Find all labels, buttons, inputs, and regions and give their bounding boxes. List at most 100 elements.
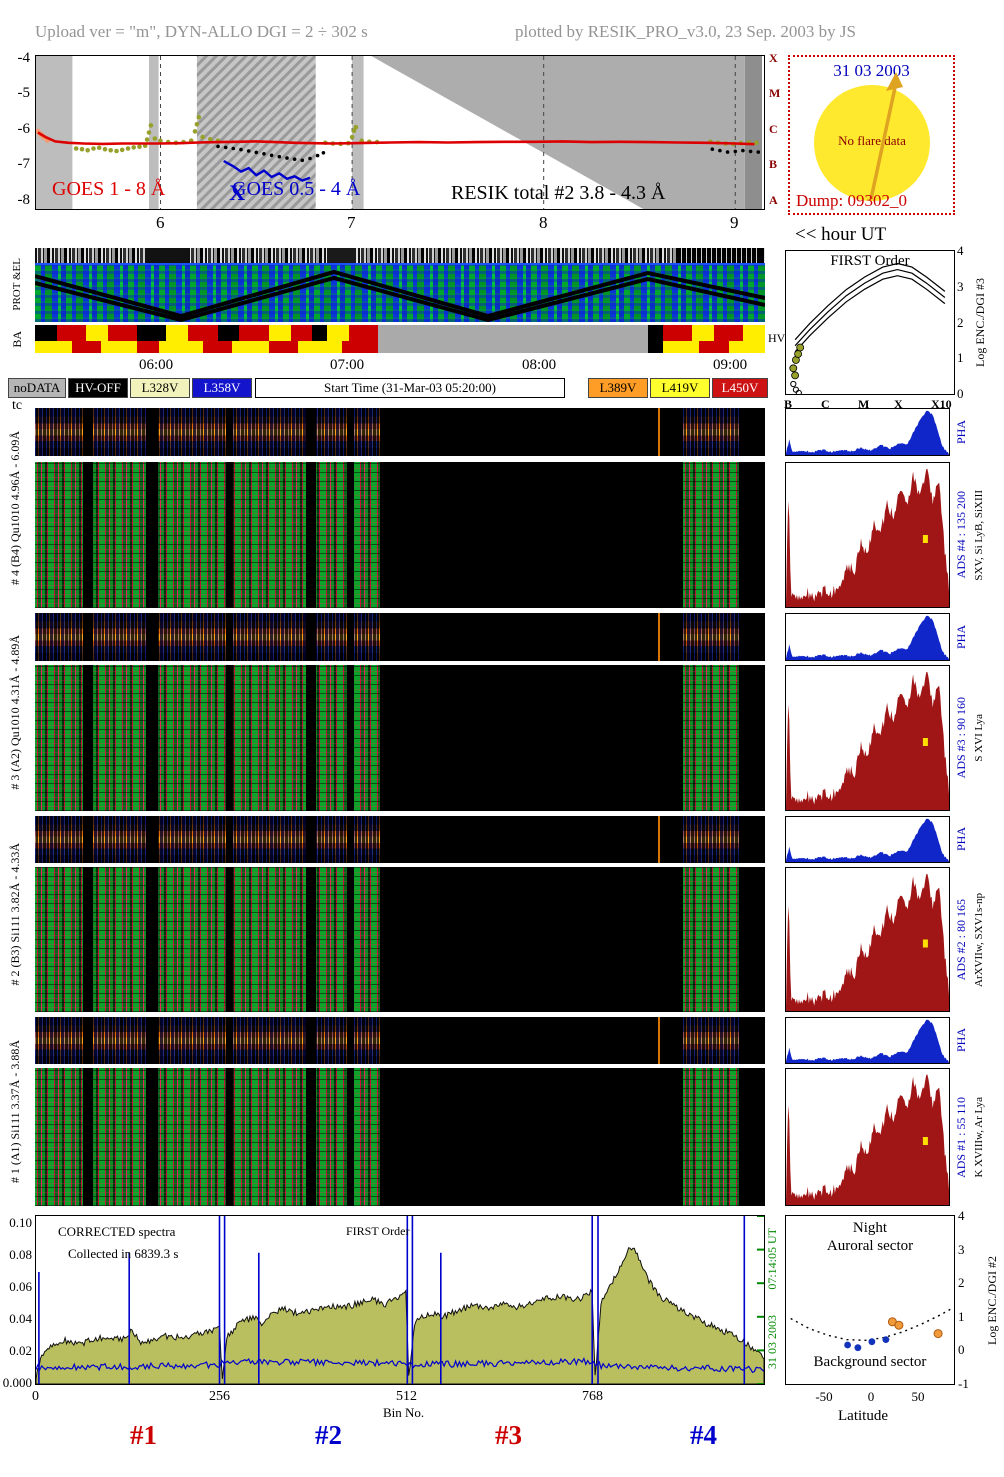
hist-svg xyxy=(786,873,949,1011)
spectro-gap xyxy=(305,867,317,1012)
spec-ytick: 0.06 xyxy=(9,1279,32,1294)
state-segment xyxy=(86,325,109,341)
ba-label-wrap: BA xyxy=(8,325,26,353)
legend-start-time: Start Time (31-Mar-03 05:20:00) xyxy=(255,378,565,398)
spectro-gap xyxy=(226,1017,233,1064)
fo-ytick: 3 xyxy=(957,279,964,294)
spectral-lines-label-text: S XVI Lya xyxy=(973,714,985,762)
state-segment xyxy=(232,341,269,353)
fo-ytick: 2 xyxy=(957,315,964,330)
state-segment xyxy=(692,325,714,341)
spectro-gap xyxy=(347,867,354,1012)
spectral-lines-label-text: SXV, Si LyB, SiXIII xyxy=(973,489,985,581)
fo-right-label: Log ENC./DGI #3 xyxy=(972,278,987,367)
ba-hv-strip-top xyxy=(35,325,766,341)
prot-el-strip xyxy=(35,248,765,263)
fo-xtick: C xyxy=(821,397,830,411)
spectro-gap xyxy=(305,816,317,863)
first-order-svg xyxy=(789,262,946,394)
state-segment xyxy=(378,341,649,353)
spec-ytick: 0.000 xyxy=(2,1375,32,1390)
spectro-data-region xyxy=(682,816,740,863)
spectro-gap xyxy=(145,408,158,456)
tc-label: tc xyxy=(12,398,23,413)
orbit-track-svg xyxy=(34,269,766,323)
spec-ytick: 0.08 xyxy=(9,1247,32,1262)
state-segment xyxy=(312,325,328,341)
ads-right-label-text: ADS #4 : 135 200 xyxy=(953,491,968,579)
spectro-gap xyxy=(145,462,158,608)
spectro-gap xyxy=(83,462,93,608)
spectro-gap xyxy=(226,816,233,863)
header-left: Upload ver = "m", DYN-ALLO DGI = 2 ÷ 302… xyxy=(35,22,368,41)
spectral-lines-label: ArXVIIw, SXV1s-np xyxy=(970,867,988,1012)
resik-total-label: RESIK total #2 3.8 - 4.3 Å xyxy=(451,182,666,204)
spectro-data-region xyxy=(682,665,740,811)
spectro-gap xyxy=(305,408,317,456)
lat-ytick: -1 xyxy=(958,1376,969,1391)
spectro-gap xyxy=(347,408,354,456)
sun-disk-icon xyxy=(814,85,930,201)
goes-ytick: -4 xyxy=(17,50,31,66)
green-date-wrap: 31 03 2003 xyxy=(764,1300,780,1384)
spectrogram-pha-ch4 xyxy=(35,408,765,456)
spectro-gap xyxy=(226,462,233,608)
strip-time-tick: 09:00 xyxy=(713,357,748,373)
channel-left-label: # 4 (B4) Qu1010 4.96Å - 6.09Å xyxy=(6,408,24,608)
dark-block xyxy=(327,248,357,263)
state-segment xyxy=(290,325,313,341)
fo-right-label-wrap: Log ENC./DGI #3 xyxy=(972,250,988,395)
spectral-lines-label: S XVI Lya xyxy=(970,665,988,811)
spectro-gap xyxy=(145,1068,158,1206)
spectro-gap xyxy=(145,613,158,661)
spectral-lines-label: SXV, Si LyB, SiXIII xyxy=(970,462,988,608)
legend-hv-off: HV-OFF xyxy=(68,378,128,398)
night-label: Night xyxy=(852,1220,888,1236)
ads-right-label-text: ADS #2 : 80 165 xyxy=(953,898,968,981)
hist-ads-ch4 xyxy=(785,462,950,608)
channel-left-label: # 3 (A2) Qu1010 4.31Å - 4.89Å xyxy=(6,613,24,811)
pha-right-label-text: PHA xyxy=(953,1028,968,1053)
legend-l419v: L419V xyxy=(650,378,710,398)
background-sector-label: Background sector xyxy=(813,1354,927,1370)
channel-left-label-text: # 3 (A2) Qu1010 4.31Å - 4.89Å xyxy=(7,634,22,790)
first-order-title: FIRST Order xyxy=(830,253,910,269)
hist-pha-ch3 xyxy=(785,613,950,661)
state-segment xyxy=(297,341,342,353)
spectro-gap xyxy=(145,816,158,863)
green-time-wrap: 07:14:05 UT xyxy=(764,1218,780,1300)
spectro-gap xyxy=(83,665,93,811)
state-segment xyxy=(239,325,269,341)
spectrogram-ads-ch3 xyxy=(35,665,765,811)
hist-svg xyxy=(786,1074,949,1205)
hv-label: HV xyxy=(768,331,786,345)
lat-xtick: 50 xyxy=(911,1389,925,1404)
spectrum-title: CORRECTED spectra xyxy=(58,1224,176,1239)
legend-l389v: L389V xyxy=(588,378,648,398)
spec-xtick: 256 xyxy=(209,1389,230,1404)
state-segment xyxy=(327,325,349,341)
spec-ytick: 0.10 xyxy=(9,1215,32,1230)
pha-right-label: PHA xyxy=(952,613,970,661)
fo-ytick: 4 xyxy=(957,243,964,258)
state-segment xyxy=(699,341,729,353)
spectro-data-region xyxy=(682,1068,740,1206)
spectro-gap xyxy=(347,1068,354,1206)
pha-right-label-text: PHA xyxy=(953,624,968,649)
spec-xtick: 768 xyxy=(582,1389,603,1404)
fo-ytick: 0 xyxy=(957,386,964,401)
fo-xtick: X xyxy=(894,397,903,411)
segment-label: #4 xyxy=(690,1420,717,1450)
flare-arrow-icon xyxy=(869,72,903,200)
state-segment xyxy=(648,341,663,353)
goes-05-4-label: GOES 0.5 - 4 Å xyxy=(232,178,361,200)
spectrum-order-label: FIRST Order xyxy=(346,1224,410,1238)
dark-block xyxy=(144,248,189,263)
hist-svg xyxy=(786,818,949,862)
spec-ytick: 0.02 xyxy=(9,1343,32,1358)
spectrogram-ads-ch4 xyxy=(35,462,765,608)
state-segment xyxy=(341,341,379,353)
segment-label: #2 xyxy=(315,1420,342,1450)
spectro-gap xyxy=(83,867,93,1012)
spectro-data-region xyxy=(682,613,740,661)
